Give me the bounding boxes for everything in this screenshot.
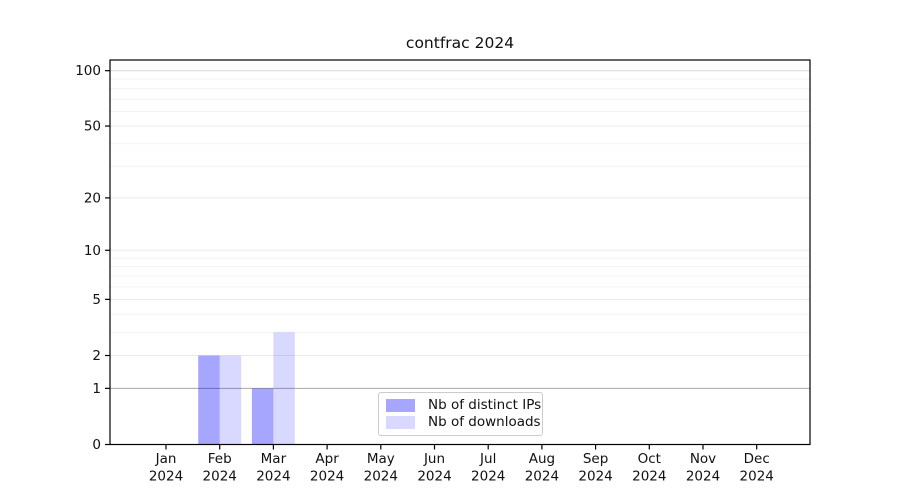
x-tick-label-year: 2024 <box>149 469 183 485</box>
y-tick-label: 50 <box>84 119 101 135</box>
legend-label: Nb of downloads <box>428 414 541 431</box>
x-tick-label-year: 2024 <box>310 469 344 485</box>
x-tick-label-month: Apr <box>315 451 339 467</box>
legend-label: Nb of distinct IPs <box>428 396 542 413</box>
y-tick-label: 1 <box>92 381 101 397</box>
bar-mar-nb-of-downloads <box>273 332 295 445</box>
x-tick-label-year: 2024 <box>632 469 666 485</box>
x-tick-label-year: 2024 <box>471 469 505 485</box>
x-tick-label-month: Dec <box>744 451 770 467</box>
x-tick-label-month: Jun <box>423 451 445 467</box>
x-tick-label-year: 2024 <box>203 469 237 485</box>
plot-border <box>109 59 811 446</box>
y-tick-label: 10 <box>84 243 101 259</box>
y-tick-label: 100 <box>75 63 101 79</box>
x-tick-label-year: 2024 <box>686 469 720 485</box>
chart-legend: Nb of distinct IPs Nb of downloads <box>378 392 543 436</box>
x-tick-label-month: Jul <box>479 451 496 467</box>
x-axis: Jan 2024 Feb 2024 Mar 2024 Apr 2024 May 2024 Jun 20… <box>149 444 774 485</box>
x-tick-label-year: 2024 <box>364 469 398 485</box>
x-tick-label-month: Sep <box>583 451 608 467</box>
gridlines <box>110 70 810 389</box>
x-tick-label-month: Oct <box>638 451 661 467</box>
x-tick-label-year: 2024 <box>578 469 612 485</box>
x-tick-label-year: 2024 <box>256 469 290 485</box>
bars <box>198 332 295 445</box>
legend-swatch-icon <box>386 398 415 412</box>
bar-feb-nb-of-downloads <box>219 355 242 445</box>
y-axis: 0 1 2 5 10 20 50 100 <box>75 63 110 453</box>
legend-swatch-icon <box>386 416 415 430</box>
x-tick-label-month: Aug <box>529 451 555 467</box>
y-tick-label: 2 <box>92 348 101 364</box>
chart-title: contfrac 2024 <box>405 34 515 52</box>
x-tick-label-year: 2024 <box>417 469 451 485</box>
y-tick-label: 20 <box>84 190 101 206</box>
plot-frame <box>109 59 811 446</box>
legend-entry: Nb of downloads <box>386 414 541 431</box>
x-tick-label-month: Mar <box>261 451 287 467</box>
x-tick-label-month: Jan <box>155 451 177 467</box>
y-tick-label: 0 <box>92 437 101 453</box>
x-tick-label-month: Feb <box>208 451 232 467</box>
bar-feb-nb-of-distinct-ips <box>198 355 220 445</box>
x-tick-label-month: Nov <box>690 451 716 467</box>
x-tick-label-year: 2024 <box>740 469 774 485</box>
bar-mar-nb-of-distinct-ips <box>251 388 274 445</box>
x-tick-label-month: May <box>367 451 395 467</box>
y-tick-label: 5 <box>92 292 101 308</box>
legend-entry: Nb of distinct IPs <box>386 397 541 414</box>
x-tick-label-year: 2024 <box>525 469 559 485</box>
